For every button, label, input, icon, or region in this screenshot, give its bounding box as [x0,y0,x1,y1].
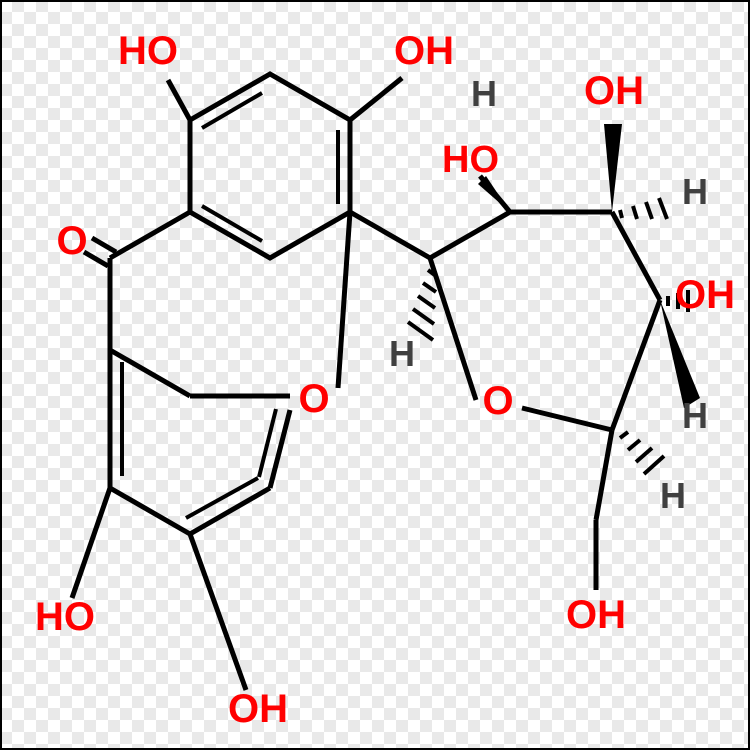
oh-bot: OH [228,687,288,731]
sugar-oh-2: HO [442,139,499,181]
sugar-oh-4: OH [675,273,735,317]
oh-top-right: OH [394,29,454,73]
hash-s1-H [408,270,436,340]
molecule-diagram: g[data-name="ring-A"]{display:none} [0,0,750,750]
hash-s3-H [620,198,667,219]
sugar-h-4: H [682,395,708,436]
sugar-ring-o: O [482,379,513,423]
oh-bot-left: HO [35,595,95,639]
hash-s5-H [620,432,664,474]
sugar-h-5: H [660,475,686,516]
sugar-oh-6: OH [566,593,626,637]
sugar-h-3: H [682,171,708,212]
ring-o-xanth: O [298,377,329,421]
oh-top-left: HO [118,29,178,73]
sugar-h-1: H [389,333,415,374]
sugar-oh-3: OH [584,69,644,113]
sugar-h-2: H [471,73,497,114]
ketone-o: O [56,219,87,263]
